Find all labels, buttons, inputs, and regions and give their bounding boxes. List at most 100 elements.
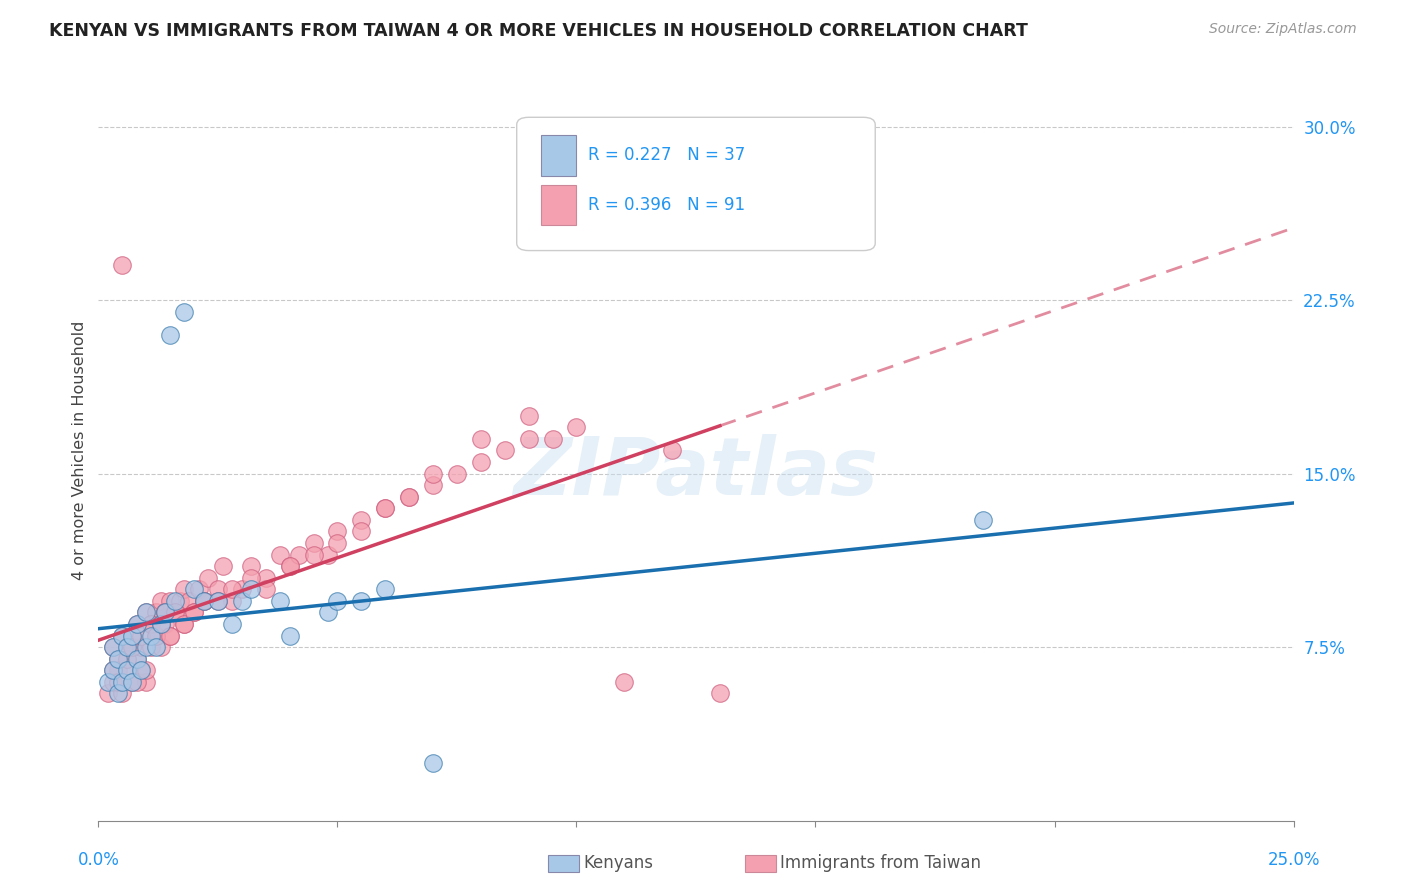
Point <box>613 674 636 689</box>
Point <box>115 663 138 677</box>
Point <box>121 674 143 689</box>
Point <box>326 536 349 550</box>
Point <box>121 628 143 642</box>
Point <box>350 524 373 539</box>
Point <box>97 686 120 700</box>
Point <box>193 594 215 608</box>
Point <box>288 548 311 562</box>
Point <box>125 651 148 665</box>
Text: 0.0%: 0.0% <box>77 851 120 869</box>
Point <box>115 651 138 665</box>
Point <box>163 594 186 608</box>
Point <box>183 606 205 620</box>
Text: Source: ZipAtlas.com: Source: ZipAtlas.com <box>1209 22 1357 37</box>
Point <box>422 467 444 481</box>
Point <box>135 674 157 689</box>
Point <box>111 686 134 700</box>
Point <box>111 674 134 689</box>
Point <box>207 594 229 608</box>
Point <box>565 420 588 434</box>
Point <box>221 617 243 632</box>
Point <box>159 327 181 342</box>
Text: 25.0%: 25.0% <box>1267 851 1320 869</box>
Point <box>159 594 181 608</box>
Point <box>125 651 148 665</box>
Point <box>278 559 301 574</box>
Point <box>135 663 157 677</box>
Point <box>169 594 191 608</box>
Point <box>269 594 291 608</box>
Point <box>187 582 209 597</box>
Point <box>107 663 129 677</box>
Point <box>661 443 683 458</box>
Point <box>107 651 129 665</box>
Point <box>972 513 994 527</box>
Text: Immigrants from Taiwan: Immigrants from Taiwan <box>780 855 981 872</box>
Point <box>131 663 153 677</box>
Point <box>121 640 143 654</box>
Point <box>173 304 195 318</box>
Point <box>350 513 373 527</box>
Point <box>316 606 339 620</box>
Point <box>173 582 195 597</box>
Point <box>374 501 396 516</box>
Point <box>398 490 420 504</box>
Point <box>163 606 186 620</box>
Point <box>131 663 153 677</box>
Point <box>231 594 253 608</box>
Point <box>139 628 162 642</box>
Point <box>517 409 540 423</box>
Point <box>197 571 219 585</box>
Point <box>278 628 301 642</box>
Point <box>125 617 148 632</box>
Point <box>97 674 120 689</box>
Bar <box>541 135 576 176</box>
Point <box>145 628 167 642</box>
Point <box>470 432 492 446</box>
Point <box>121 674 143 689</box>
Point <box>145 640 167 654</box>
Point <box>254 582 277 597</box>
Point <box>240 571 263 585</box>
Point <box>179 594 201 608</box>
Point <box>374 501 396 516</box>
Point <box>207 594 229 608</box>
Point <box>125 674 148 689</box>
Point <box>193 594 215 608</box>
Point <box>155 606 177 620</box>
Point <box>107 686 129 700</box>
Point <box>240 559 263 574</box>
Point <box>155 617 177 632</box>
Point <box>316 548 339 562</box>
Text: R = 0.227   N = 37: R = 0.227 N = 37 <box>589 146 745 164</box>
Point <box>149 594 172 608</box>
Point <box>302 548 325 562</box>
Point <box>159 628 181 642</box>
Y-axis label: 4 or more Vehicles in Household: 4 or more Vehicles in Household <box>72 321 87 580</box>
FancyBboxPatch shape <box>517 118 876 251</box>
Point <box>149 640 172 654</box>
Point <box>326 594 349 608</box>
Point <box>159 628 181 642</box>
Point <box>422 478 444 492</box>
Point <box>517 432 540 446</box>
Point <box>207 582 229 597</box>
Point <box>193 594 215 608</box>
Point <box>101 663 124 677</box>
Point <box>709 686 731 700</box>
Point <box>111 628 134 642</box>
Point <box>135 606 157 620</box>
Point <box>115 640 138 654</box>
Point <box>422 756 444 770</box>
Point <box>470 455 492 469</box>
Point <box>541 432 564 446</box>
Point <box>135 606 157 620</box>
Point <box>494 443 516 458</box>
Point <box>155 606 177 620</box>
Point <box>131 628 153 642</box>
Point <box>269 548 291 562</box>
Point <box>231 582 253 597</box>
Point <box>398 490 420 504</box>
Point <box>183 582 205 597</box>
Point <box>115 640 138 654</box>
